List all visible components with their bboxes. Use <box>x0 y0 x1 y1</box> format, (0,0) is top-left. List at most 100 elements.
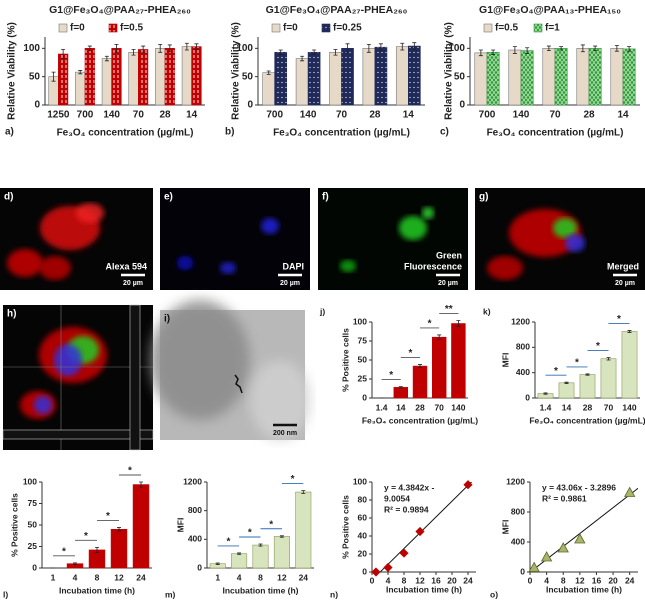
bar <box>412 365 428 399</box>
y-tick-label: 40 <box>358 530 368 540</box>
y-axis-label: % Positive cells <box>340 328 350 392</box>
error-bar <box>61 49 66 59</box>
significance-label: ** <box>445 304 453 315</box>
error-bar <box>95 546 99 553</box>
x-tick-label: 14 <box>562 402 572 412</box>
x-tick-label: 140 <box>451 402 465 412</box>
error-bar <box>51 71 56 82</box>
x-tick-label: 20 <box>608 575 618 585</box>
micrograph <box>318 188 468 290</box>
error-bar <box>585 373 590 376</box>
x-axis-label: Incubation time (h) <box>386 584 462 594</box>
x-tick-label: 20 <box>447 575 457 585</box>
error-bar <box>400 42 405 51</box>
error-bar <box>278 49 283 55</box>
x-tick-label: 1250 <box>47 110 70 121</box>
error-bar <box>114 43 119 53</box>
error-bar <box>345 43 350 54</box>
x-tick-label: 24 <box>463 575 473 585</box>
stain-label: Merged <box>607 261 639 271</box>
y-tick-label: 20 <box>358 548 368 558</box>
x-tick-label: 1.4 <box>540 402 552 412</box>
y-tick-label: 0 <box>459 100 465 111</box>
panel-label: i) <box>164 314 170 325</box>
x-tick-label: 28 <box>159 110 171 121</box>
error-bar <box>215 562 220 565</box>
bar <box>542 48 556 106</box>
bar <box>295 58 309 106</box>
error-bar <box>158 43 163 53</box>
y-axis-label: MFI <box>500 520 510 535</box>
x-tick-label: 700 <box>266 110 283 121</box>
bar <box>558 382 575 399</box>
error-bar <box>117 527 121 532</box>
y-tick-label: 50 <box>28 519 38 529</box>
error-bar <box>131 49 136 56</box>
error-bar <box>87 45 92 51</box>
x-tick-label: 12 <box>415 575 425 585</box>
y-tick-label: 0 <box>197 562 202 572</box>
y-tick-label: 50 <box>242 71 254 82</box>
y-tick-label: 0 <box>362 392 367 402</box>
legend-swatch <box>58 23 68 33</box>
x-tick-label: 70 <box>434 402 444 412</box>
x-tick-label: 24 <box>299 572 309 582</box>
cell-stain <box>54 344 82 376</box>
y-tick-label: 50 <box>454 71 466 82</box>
bar <box>451 323 466 399</box>
cell-stain <box>250 360 310 440</box>
error-bar <box>564 381 569 384</box>
chart-title: G1@Fe₃O₄@PAA₁₃-PHEA₁₅₀ <box>479 4 621 16</box>
data-point <box>415 526 425 537</box>
equation: R² = 0.9894 <box>384 504 429 514</box>
error-bar <box>398 386 403 389</box>
legend-label: f=0.25 <box>333 23 362 34</box>
x-tick-label: 140 <box>300 110 317 121</box>
cell-stain <box>39 256 71 280</box>
bar <box>231 553 248 569</box>
x-axis-label: Fe₃O₄ concentration (µg/mL) <box>362 415 478 425</box>
data-point <box>624 486 636 497</box>
x-tick-label: 16 <box>431 575 441 585</box>
panel-label: c) <box>440 127 449 138</box>
legend-label: f=0 <box>70 23 85 34</box>
significance-label: * <box>84 531 88 542</box>
bar <box>486 51 500 106</box>
y-tick-label: 50 <box>358 354 368 364</box>
error-bar <box>301 490 306 494</box>
x-tick-label: 70 <box>604 402 614 412</box>
bar <box>75 71 86 106</box>
x-tick-label: 4 <box>237 572 242 582</box>
panel-label: g) <box>479 192 488 203</box>
error-bar <box>525 47 530 54</box>
error-bar <box>194 43 199 50</box>
significance-label: * <box>408 348 412 359</box>
x-tick-label: 70 <box>336 110 348 121</box>
y-tick-label: 100 <box>23 43 40 54</box>
micrograph <box>160 188 310 290</box>
y-tick-label: 400 <box>188 534 202 544</box>
x-tick-label: 140 <box>622 402 636 412</box>
error-bar <box>491 49 496 55</box>
data-point <box>383 562 393 573</box>
scale-label: 20 µm <box>438 280 458 287</box>
y-tick-label: 25 <box>358 373 368 383</box>
bar <box>407 45 421 106</box>
significance-label: * <box>62 546 66 557</box>
x-tick-label: 8 <box>561 575 566 585</box>
x-tick-label: 28 <box>583 402 593 412</box>
bar <box>341 48 354 106</box>
x-tick-label: 16 <box>592 575 602 585</box>
error-bar <box>606 357 611 361</box>
scale-label: 20 µm <box>615 280 635 287</box>
bar <box>262 72 275 106</box>
ortho-view <box>2 429 154 440</box>
x-tick-label: 28 <box>369 110 381 121</box>
panel-label: d) <box>4 192 13 203</box>
y-tick-label: 800 <box>516 342 530 352</box>
bar <box>58 53 69 106</box>
bar <box>374 46 388 106</box>
legend-swatch <box>108 23 118 33</box>
bar <box>84 48 95 106</box>
y-tick-label: 25 <box>28 541 38 551</box>
